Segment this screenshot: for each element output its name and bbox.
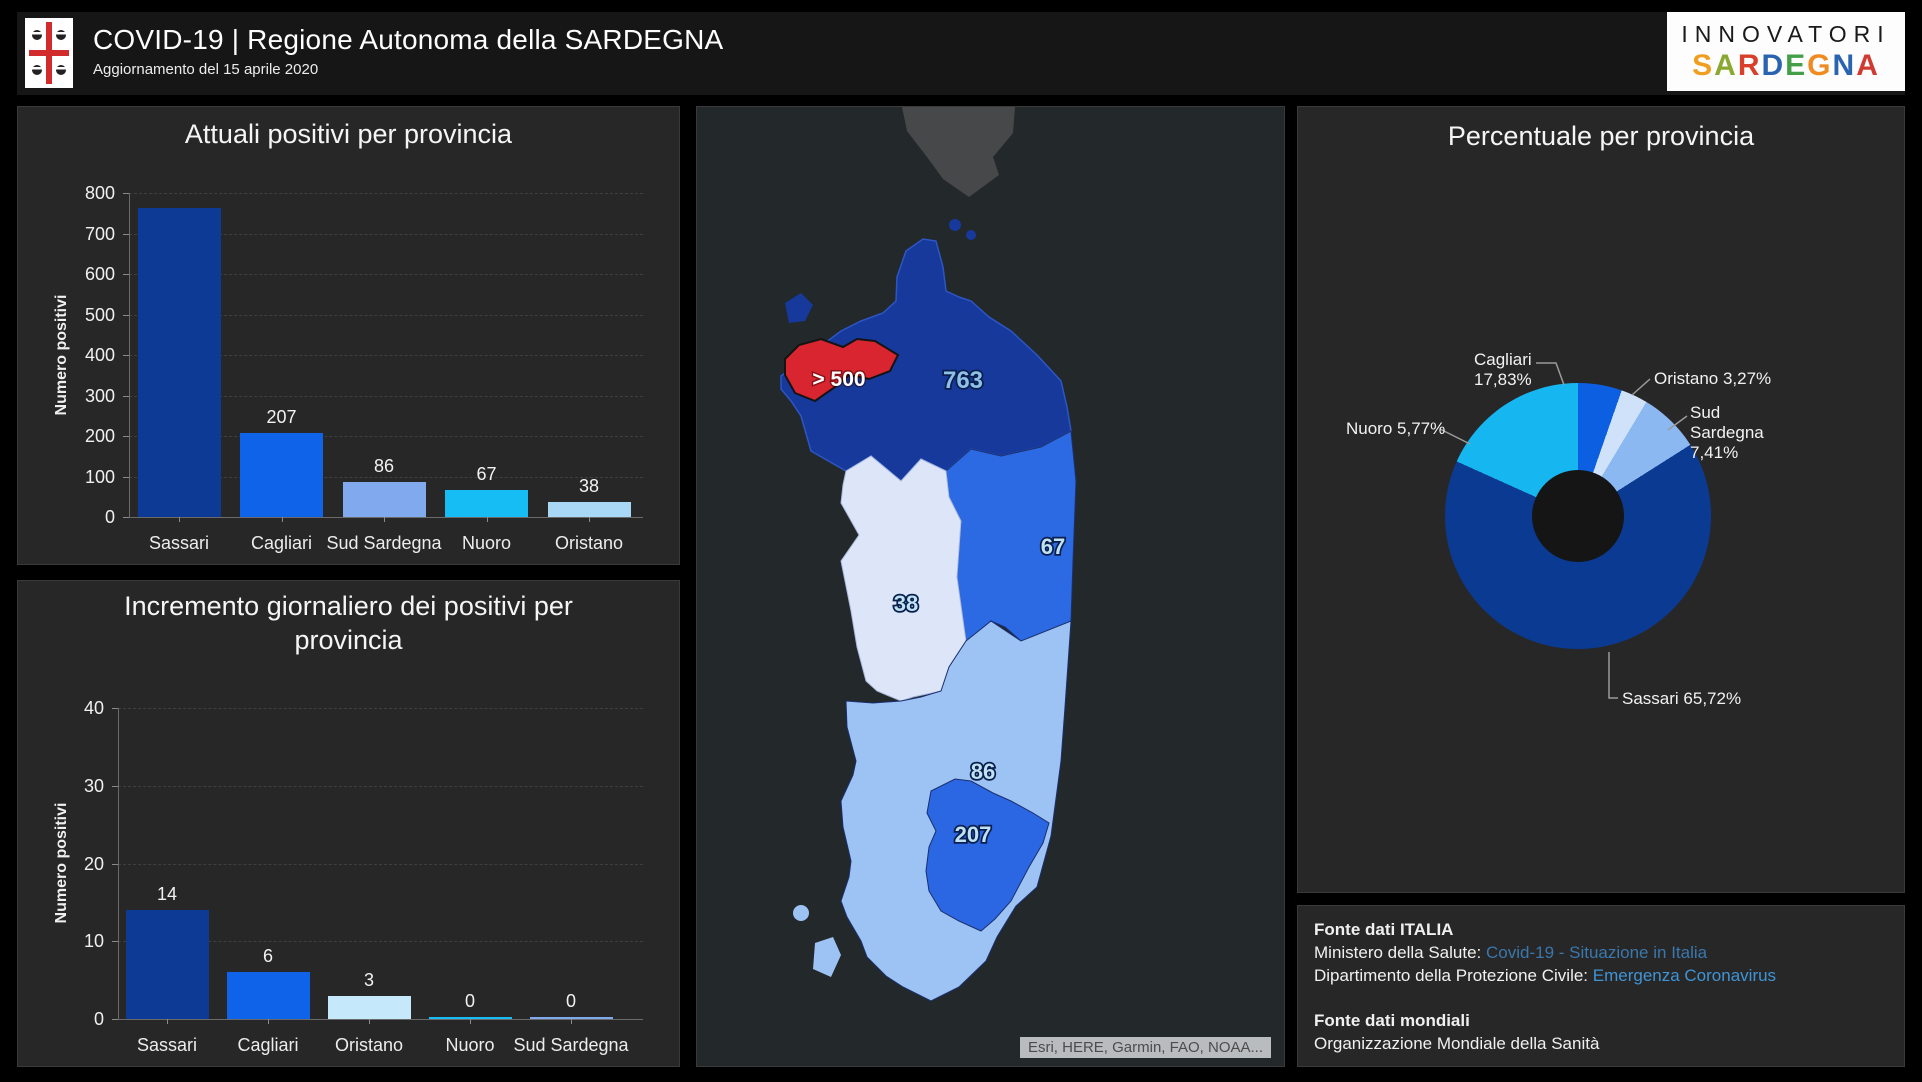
y-tick-label: 40	[83, 698, 104, 718]
logo-line2: SARDEGNA	[1692, 48, 1880, 82]
bar-value-label: 38	[578, 475, 600, 496]
x-category-label: Sud Sardegna	[326, 533, 442, 553]
map-label-sud-sardegna: 86	[971, 759, 995, 784]
link-emergenza-coronavirus[interactable]: Emergenza Coronavirus	[1592, 966, 1777, 985]
x-category-label: Oristano	[334, 1035, 404, 1055]
chart-title-percentuale: Percentuale per provincia	[1447, 121, 1755, 151]
x-category-label: Sassari	[148, 533, 210, 553]
link-situazione-italia[interactable]: Covid-19 - Situazione in Italia	[1485, 943, 1708, 962]
x-category-label: Nuoro	[461, 533, 512, 553]
y-tick-label: 10	[83, 931, 104, 952]
donut-label-sud-sardegna: Sud Sardegna 7,41%	[1690, 403, 1764, 462]
x-category-label: Oristano	[554, 533, 624, 553]
bar-value-label: 67	[476, 463, 497, 484]
y-tick-label: 30	[83, 775, 104, 796]
map-island-maddalena	[949, 219, 961, 231]
map-region-alert[interactable]	[784, 337, 900, 403]
bar-cagliari[interactable]	[226, 972, 310, 1019]
map-region-cagliari[interactable]	[925, 778, 1050, 932]
y-tick-label: 0	[104, 507, 115, 527]
dashboard-title: COVID-19 | Regione Autonoma della SARDEG…	[93, 24, 724, 55]
map-island-sanpietro	[793, 905, 809, 921]
bar-sassari[interactable]	[125, 910, 209, 1019]
panel-map: > 500 763 67 38 86 207 Esri, HERE, Garmi…	[696, 106, 1285, 1067]
map-label-oristano: 38	[894, 591, 918, 616]
bar-value-label: 3	[363, 969, 374, 990]
y-tick-label: 400	[84, 345, 115, 365]
y-tick-label: 20	[83, 853, 104, 874]
x-category-label: Cagliari	[250, 533, 313, 553]
donut-label-cagliari: Cagliari 17,83%	[1474, 350, 1532, 389]
map-region-oristano[interactable]	[840, 455, 967, 702]
sources-italy-heading: Fonte dati ITALIA	[1314, 920, 1454, 939]
y-tick-label: 700	[84, 223, 115, 244]
map-island-maddalena2	[966, 230, 976, 240]
bar-nuoro[interactable]	[428, 1017, 512, 1019]
sources-line2-label: Dipartimento della Protezione Civile:	[1314, 966, 1593, 985]
y-tick-label: 100	[84, 466, 115, 487]
x-category-label: Sassari	[136, 1035, 198, 1055]
panel-incremento-giornaliero: Incremento giornaliero dei positivi per …	[17, 580, 680, 1067]
bar-value-label: 207	[266, 407, 297, 428]
bar-sud-sardegna[interactable]	[529, 1017, 613, 1019]
logo-line1: INNOVATORI	[1681, 20, 1891, 47]
donut-hole	[1532, 470, 1624, 562]
chart-title-attuali: Attuali positivi per provincia	[184, 119, 513, 149]
y-tick-label: 800	[84, 183, 115, 203]
sources-line1-label: Ministero della Salute:	[1314, 943, 1486, 962]
map-attribution[interactable]: Esri, HERE, Garmin, FAO, NOAA...	[1019, 1037, 1271, 1058]
header: COVID-19 | Regione Autonoma della SARDEG…	[17, 12, 1905, 95]
bar-cagliari[interactable]	[240, 433, 323, 517]
map-label-nuoro: 67	[1041, 534, 1065, 559]
bar-oristano[interactable]	[327, 995, 411, 1019]
sardegna-flag-logo	[25, 18, 73, 88]
donut-label-oristano: Oristano 3,27%	[1654, 369, 1772, 388]
bar-sud-sardegna[interactable]	[342, 482, 426, 517]
bar-chart-attuali: 0 100 200 300 400 500 600 700 800 Sassari 207 Cagli…	[18, 107, 679, 564]
bar-oristano[interactable]	[547, 501, 631, 517]
y-tick-label: 600	[84, 264, 115, 284]
panel-sources: Fonte dati ITALIA Ministero della Salute…	[1297, 905, 1905, 1067]
map-region-sassari[interactable]	[780, 238, 1072, 483]
map-island-asinara	[785, 293, 813, 323]
map-label-sassari: 763	[943, 367, 983, 394]
bar-value-label: 6	[262, 946, 273, 967]
bar-value-label: 14	[156, 884, 178, 905]
sources-world-line: Organizzazione Mondiale della Sanità	[1314, 1034, 1600, 1053]
y-tick-label: 200	[84, 426, 115, 446]
sardinia-map[interactable]: > 500 763 67 38 86 207	[697, 107, 1284, 1066]
map-island-santantioco	[813, 937, 841, 977]
bar-value-label: 86	[373, 456, 395, 477]
innovatori-sardegna-logo: INNOVATORI SARDEGNA	[1667, 12, 1905, 91]
donut-label-nuoro: Nuoro 5,77%	[1346, 419, 1446, 438]
bar-chart-incremento: 0 10 20 30 40 14 Sassari 6 Cagliari 3 Oristano 0 Nuo…	[18, 581, 679, 1066]
x-category-label: Cagliari	[237, 1035, 299, 1055]
donut-label-sassari: Sassari 65,72%	[1622, 689, 1742, 708]
x-category-label: Nuoro	[445, 1035, 495, 1055]
map-label-alert: > 500	[812, 368, 865, 391]
panel-attuali-positivi: Attuali positivi per provincia Numero po…	[17, 106, 680, 565]
y-tick-label: 300	[84, 385, 115, 406]
update-date: Aggiornamento del 15 aprile 2020	[93, 61, 319, 78]
panel-percentuale: Percentuale per provincia Cagliari 17,83…	[1297, 106, 1905, 893]
donut-chart[interactable]	[1445, 383, 1711, 649]
x-category-label: Sud Sardegna	[513, 1035, 629, 1055]
bar-value-label: 0	[464, 991, 475, 1011]
y-tick-label: 0	[93, 1009, 104, 1029]
map-label-cagliari: 207	[955, 822, 992, 847]
map-region-corsica	[902, 107, 1015, 197]
sources-world-heading: Fonte dati mondiali	[1314, 1011, 1470, 1030]
chart-title-incremento: Incremento giornaliero dei positivi per …	[124, 591, 573, 655]
bar-value-label: 0	[565, 991, 576, 1011]
callout-lines	[1439, 362, 1688, 699]
bar-nuoro[interactable]	[445, 489, 528, 517]
y-tick-label: 500	[84, 304, 115, 325]
bar-sassari[interactable]	[137, 207, 221, 517]
